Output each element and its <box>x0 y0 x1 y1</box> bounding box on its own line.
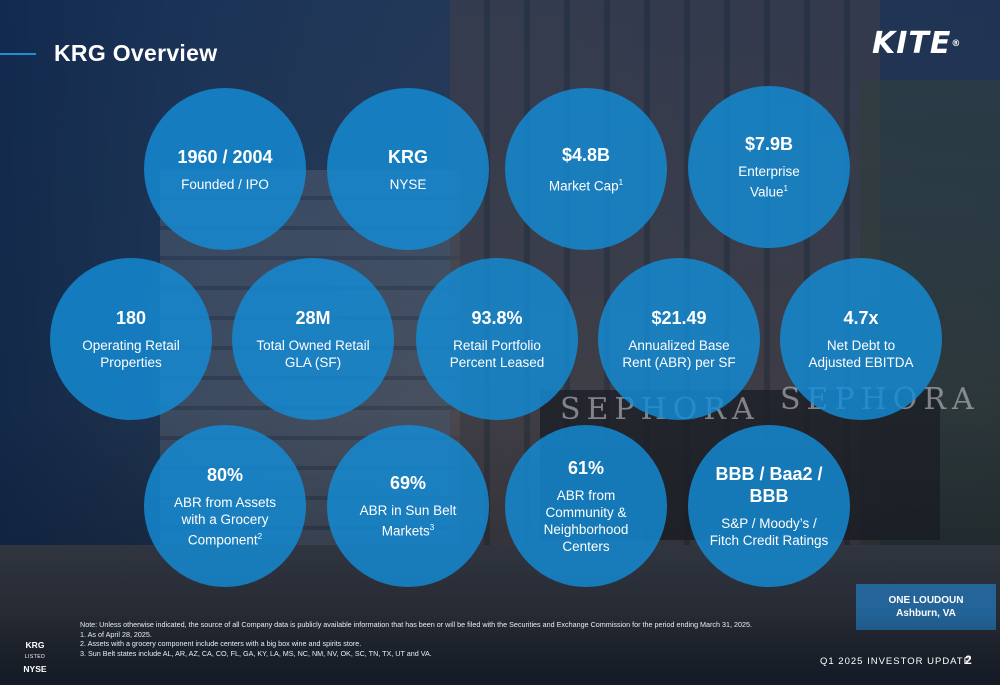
metric-exchange: KRG NYSE <box>327 88 489 250</box>
metric-value: 1960 / 2004 <box>177 146 273 167</box>
title-accent-line <box>0 53 36 55</box>
footnote-item: 3. Sun Belt states include AL, AR, AZ, C… <box>80 648 432 658</box>
metric-label: ABR from Community & Neighborhood Center… <box>531 487 641 555</box>
metric-label: Enterprise Value1 <box>724 163 814 201</box>
metric-value: $21.49 <box>651 308 707 328</box>
metric-label: Net Debt to Adjusted EBITDA <box>801 337 921 371</box>
metric-value: 28M <box>295 308 331 328</box>
metric-label-text: Operating Retail Properties <box>82 338 180 370</box>
metric-label-text: ABR in Sun Belt Markets <box>359 503 457 539</box>
metric-label-text: Market Cap <box>548 178 619 194</box>
metric-label-text: Founded / IPO <box>181 176 269 192</box>
footer-band <box>0 612 1000 685</box>
metric-label-text: NYSE <box>389 176 427 192</box>
metric-founded-ipo: 1960 / 2004 Founded / IPO <box>144 88 306 250</box>
metric-operating-properties: 180 Operating Retail Properties <box>50 258 212 420</box>
listed-label: LISTED <box>24 654 46 660</box>
metric-credit-ratings: BBB / Baa2 / BBB S&P / Moody’s / Fitch C… <box>688 425 850 587</box>
metric-value: BBB / Baa2 / BBB <box>715 464 823 506</box>
metric-label: Retail Portfolio Percent Leased <box>437 337 557 371</box>
logo-registered-mark: ® <box>951 39 962 49</box>
footnote-intro: Note: Unless otherwise indicated, the so… <box>80 620 752 629</box>
footnote-item: 1. As of April 28, 2025. <box>80 629 152 639</box>
footnote-ref: 2 <box>257 531 263 541</box>
metric-value: $4.8B <box>561 144 611 165</box>
metric-label: NYSE <box>390 176 427 193</box>
footnote-ref: 3 <box>429 523 435 533</box>
listed-exchange: NYSE <box>23 664 47 674</box>
page-number: 2 <box>965 653 972 667</box>
metric-label-text: S&P / Moody’s / Fitch Credit Ratings <box>709 516 829 548</box>
metric-percent-leased: 93.8% Retail Portfolio Percent Leased <box>416 258 578 420</box>
metric-label: Operating Retail Properties <box>71 337 191 371</box>
footnotes: Note: Unless otherwise indicated, the so… <box>80 620 760 658</box>
metric-value: 80% <box>206 464 244 485</box>
page-title: KRG Overview <box>54 40 218 66</box>
metric-enterprise-value: $7.9B Enterprise Value1 <box>688 86 850 248</box>
metric-label: ABR from Assets with a Grocery Component… <box>165 494 285 549</box>
metric-market-cap: $4.8B Market Cap1 <box>505 88 667 250</box>
footnote-item: 2. Assets with a grocery component inclu… <box>80 639 362 649</box>
metric-label: S&P / Moody’s / Fitch Credit Ratings <box>709 515 829 549</box>
metric-abr-per-sf: $21.49 Annualized Base Rent (ABR) per SF <box>598 258 760 420</box>
metric-label-text: Total Owned Retail GLA (SF) <box>256 338 370 370</box>
footnote-ref: 1 <box>618 177 624 187</box>
metric-community-centers-abr: 61% ABR from Community & Neighborhood Ce… <box>505 425 667 587</box>
nyse-listed-badge: KRG LISTED NYSE <box>23 640 47 674</box>
metric-net-debt-ebitda: 4.7x Net Debt to Adjusted EBITDA <box>780 258 942 420</box>
logo-text: KITE <box>872 26 952 61</box>
metric-grocery-abr: 80% ABR from Assets with a Grocery Compo… <box>144 425 306 587</box>
metric-label-text: Net Debt to Adjusted EBITDA <box>808 338 914 370</box>
metric-label: Founded / IPO <box>181 176 269 193</box>
footer-label: Q1 2025 INVESTOR UPDATE <box>820 656 971 667</box>
location-name: ONE LOUDOUN <box>888 595 964 606</box>
kite-logo: KITE® <box>872 28 972 60</box>
footnote-ref: 1 <box>783 184 788 194</box>
metric-label-text: ABR from Assets with a Grocery Component <box>173 494 277 548</box>
metric-value: 4.7x <box>843 308 879 328</box>
metric-label: Annualized Base Rent (ABR) per SF <box>614 337 744 371</box>
metric-value: 69% <box>389 473 427 494</box>
metric-label-text: ABR from Community & Neighborhood Center… <box>543 488 629 554</box>
metric-value: $7.9B <box>744 134 794 155</box>
metric-label-text: Annualized Base Rent (ABR) per SF <box>622 338 736 370</box>
metric-label: Total Owned Retail GLA (SF) <box>253 337 373 371</box>
metric-sun-belt-abr: 69% ABR in Sun Belt Markets3 <box>327 425 489 587</box>
metric-value: 93.8% <box>471 308 523 328</box>
metric-label-text: Retail Portfolio Percent Leased <box>449 338 545 370</box>
listed-ticker: KRG <box>25 640 45 650</box>
metric-label: Market Cap1 <box>549 174 623 195</box>
metric-value: 61% <box>567 458 605 478</box>
metric-value: KRG <box>388 146 428 167</box>
metric-label-text: Enterprise Value <box>738 164 800 200</box>
metric-label: ABR in Sun Belt Markets3 <box>358 502 458 540</box>
metric-value: 180 <box>115 308 147 328</box>
metric-retail-gla: 28M Total Owned Retail GLA (SF) <box>232 258 394 420</box>
